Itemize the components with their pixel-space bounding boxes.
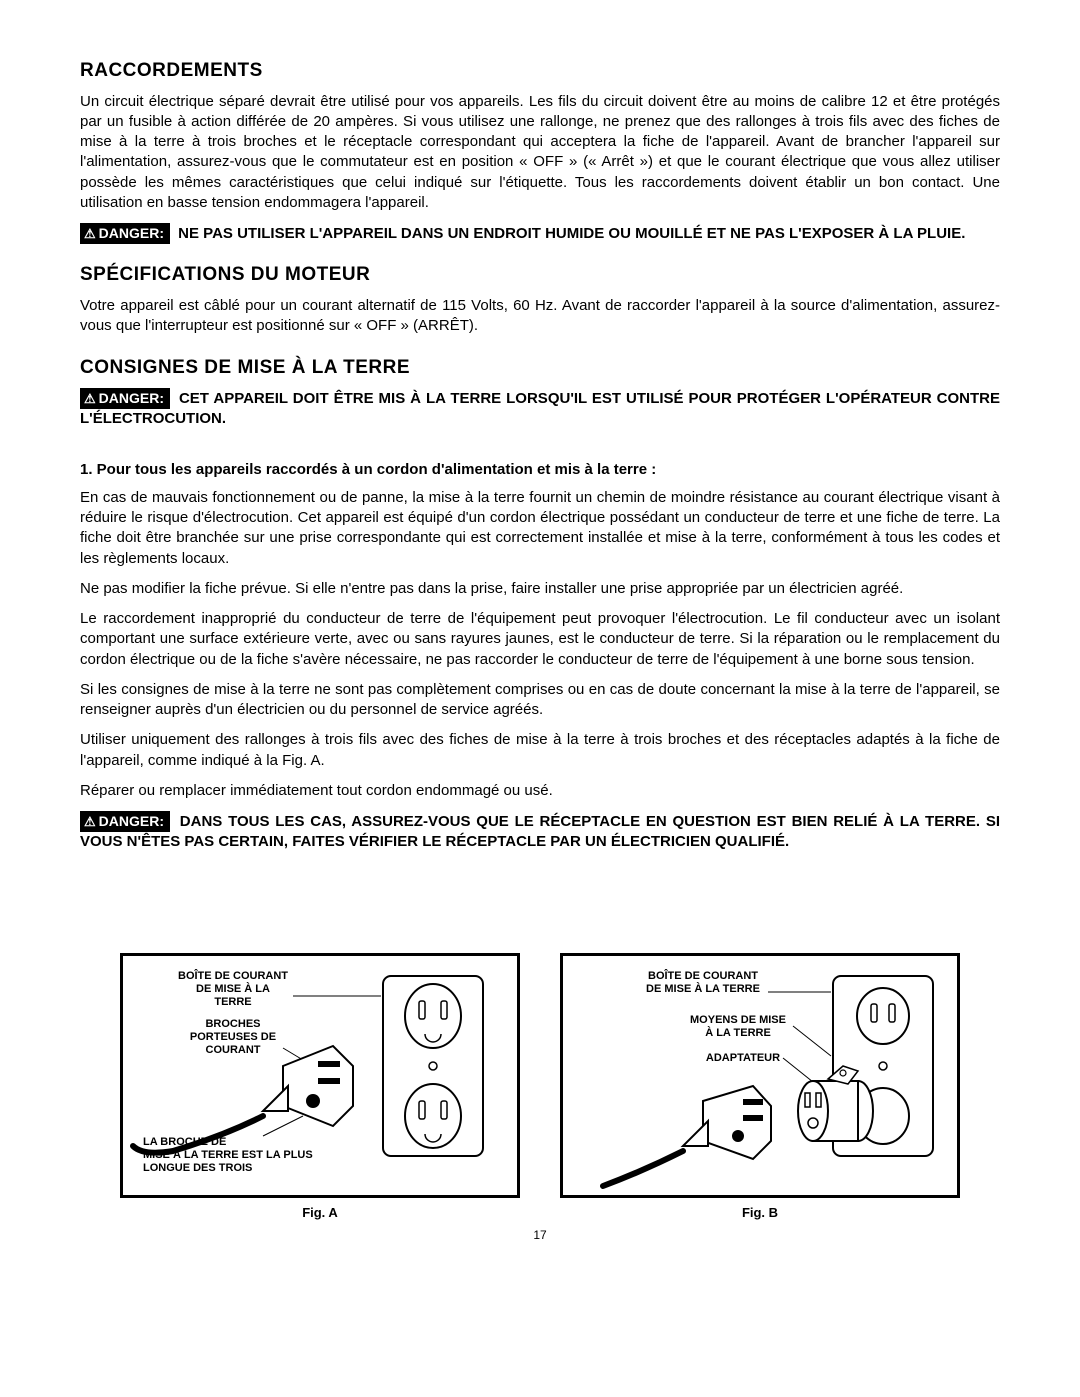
- fig-a-label-outlet: BOÎTE DE COURANTDE MISE À LATERRE: [163, 970, 303, 1010]
- fig-a-caption: Fig. A: [120, 1204, 520, 1222]
- danger-grounding-2: DANGER: DANS TOUS LES CAS, ASSUREZ-VOUS …: [80, 811, 1000, 853]
- grounding-p4: Si les consignes de mise à la terre ne s…: [80, 680, 1000, 721]
- danger-text-1: NE PAS UTILISER L'APPAREIL DANS UN ENDRO…: [178, 225, 965, 242]
- page-number: 17: [80, 1227, 1000, 1243]
- specs-body: Votre appareil est câblé pour un courant…: [80, 296, 1000, 337]
- grounding-p1: En cas de mauvais fonctionnement ou de p…: [80, 488, 1000, 569]
- figure-b-box: BOÎTE DE COURANTDE MISE À LA TERRE MOYEN…: [560, 953, 960, 1198]
- fig-a-label-ground: LA BROCHE DEMISE À LA TERRE EST LA PLUSL…: [143, 1136, 343, 1176]
- danger-label-icon: DANGER:: [80, 811, 170, 832]
- figure-a: BOÎTE DE COURANTDE MISE À LATERRE BROCHE…: [120, 953, 520, 1222]
- section-title-grounding: CONSIGNES DE MISE À LA TERRE: [80, 355, 1000, 381]
- section-title-specs: SPÉCIFICATIONS DU MOTEUR: [80, 262, 1000, 288]
- grounding-list-intro: 1. Pour tous les appareils raccordés à u…: [80, 460, 1000, 480]
- figures-row: BOÎTE DE COURANTDE MISE À LATERRE BROCHE…: [80, 953, 1000, 1222]
- grounding-p2: Ne pas modifier la fiche prévue. Si elle…: [80, 579, 1000, 599]
- fig-a-label-prongs: BROCHESPORTEUSES DECOURANT: [173, 1018, 293, 1058]
- grounding-p5: Utiliser uniquement des rallonges à troi…: [80, 730, 1000, 771]
- figure-b: BOÎTE DE COURANTDE MISE À LA TERRE MOYEN…: [560, 953, 960, 1222]
- section-title-raccordements: RACCORDEMENTS: [80, 58, 1000, 84]
- danger-label-icon: DANGER:: [80, 388, 170, 409]
- fig-b-label-adapter: ADAPTATEUR: [693, 1052, 793, 1065]
- danger-text-3: DANS TOUS LES CAS, ASSUREZ-VOUS QUE LE R…: [80, 813, 1000, 850]
- raccordements-body: Un circuit électrique séparé devrait êtr…: [80, 92, 1000, 214]
- fig-b-label-outlet: BOÎTE DE COURANTDE MISE À LA TERRE: [623, 970, 783, 996]
- danger-grounding-1: DANGER: CET APPAREIL DOIT ÊTRE MIS À LA …: [80, 388, 1000, 430]
- danger-text-2: CET APPAREIL DOIT ÊTRE MIS À LA TERRE LO…: [80, 390, 1000, 427]
- danger-raccordements: DANGER: NE PAS UTILISER L'APPAREIL DANS …: [80, 223, 1000, 244]
- danger-label-icon: DANGER:: [80, 223, 170, 244]
- fig-b-caption: Fig. B: [560, 1204, 960, 1222]
- fig-b-label-ground: MOYENS DE MISEÀ LA TERRE: [673, 1014, 803, 1040]
- figure-a-box: BOÎTE DE COURANTDE MISE À LATERRE BROCHE…: [120, 953, 520, 1198]
- grounding-p6: Réparer ou remplacer immédiatement tout …: [80, 781, 1000, 801]
- grounding-p3: Le raccordement inapproprié du conducteu…: [80, 609, 1000, 670]
